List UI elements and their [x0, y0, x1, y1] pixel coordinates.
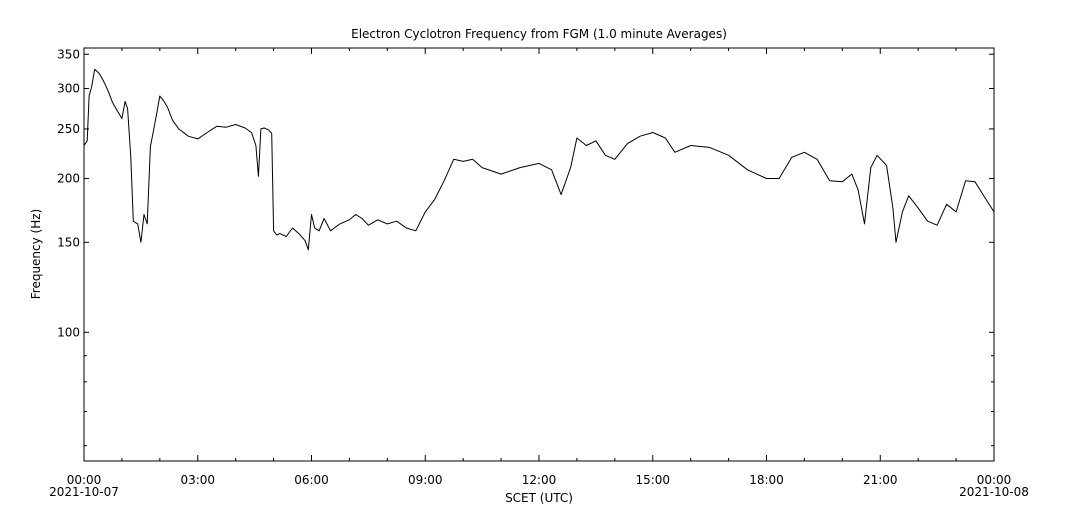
- plot-area: [83, 47, 995, 462]
- x-tick-label: 21:00: [863, 473, 898, 487]
- y-axis-label: Frequency (Hz): [29, 209, 43, 300]
- x-tick-date-label: 2021-10-07: [49, 485, 119, 499]
- y-tick-label: 350: [57, 47, 80, 61]
- series-group: [83, 68, 995, 251]
- y-axis: 100 150 200 250 300 350: [57, 47, 994, 447]
- y-tick-label: 200: [57, 171, 80, 185]
- y-tick-label: 100: [57, 325, 80, 339]
- x-tick-date-label: 2021-10-08: [959, 485, 1029, 499]
- x-tick-label: 09:00: [408, 473, 443, 487]
- data-series-line: [83, 68, 995, 251]
- x-tick-label: 12:00: [522, 473, 557, 487]
- chart-title: Electron Cyclotron Frequency from FGM (1…: [351, 27, 727, 41]
- x-tick-label: 03:00: [180, 473, 215, 487]
- x-tick-label: 18:00: [749, 473, 784, 487]
- x-tick-label: 06:00: [294, 473, 329, 487]
- y-tick-label: 150: [57, 235, 80, 249]
- x-tick-label: 00:00: [977, 473, 1012, 487]
- x-tick-label: 15:00: [635, 473, 670, 487]
- x-axis-label: SCET (UTC): [505, 491, 573, 505]
- y-tick-label: 250: [57, 122, 80, 136]
- x-tick-label: 00:00: [67, 473, 102, 487]
- y-tick-label: 300: [57, 81, 80, 95]
